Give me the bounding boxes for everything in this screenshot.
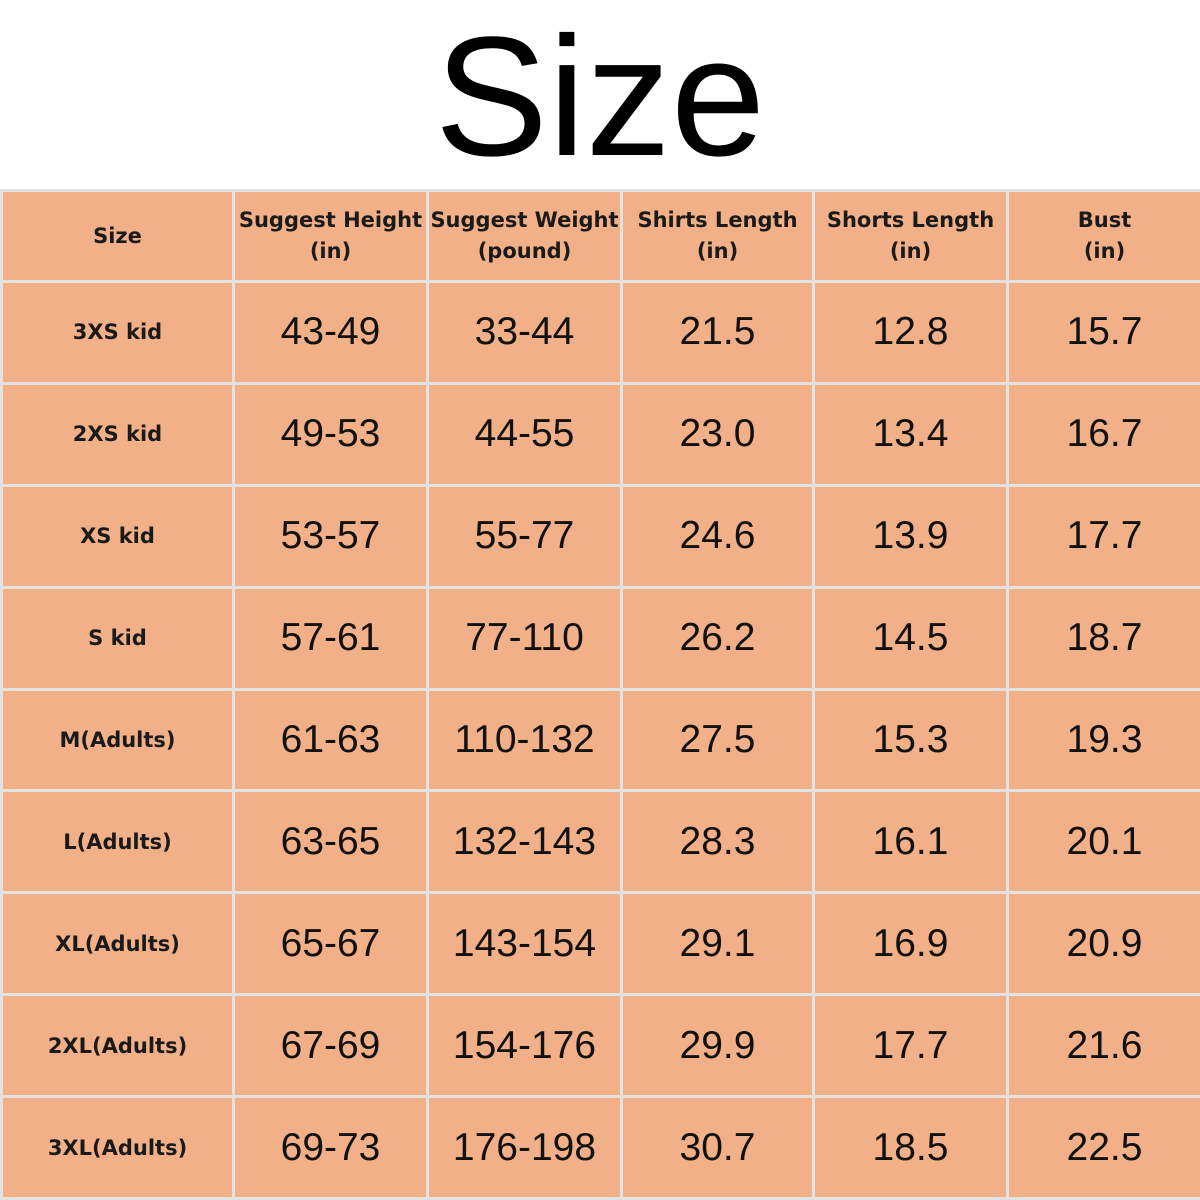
cell-suggest-weight: 55-77: [426, 483, 623, 589]
cell-shirts-length: 28.3: [620, 789, 815, 895]
table-row: S kid 57-61 77-110 26.2 14.5 18.7: [0, 585, 1200, 691]
cell-suggest-weight: 110-132: [426, 687, 623, 793]
cell-shorts-length: 18.5: [812, 1095, 1009, 1200]
cell-shirts-length: 23.0: [620, 381, 815, 487]
cell-shirts-length: 29.9: [620, 993, 815, 1098]
header-shirts-length: Shirts Length (in): [620, 189, 815, 283]
cell-shorts-length: 15.3: [812, 687, 1009, 793]
cell-shorts-length: 14.5: [812, 585, 1009, 691]
cell-shorts-length: 12.8: [812, 280, 1009, 385]
cell-shorts-length: 13.4: [812, 381, 1009, 487]
page-title: Size: [434, 2, 766, 192]
header-unit: (in): [889, 239, 932, 263]
cell-bust: 19.3: [1006, 687, 1200, 793]
cell-bust: 22.5: [1006, 1095, 1200, 1200]
header-bust: Bust (in): [1006, 189, 1200, 283]
cell-suggest-weight: 44-55: [426, 381, 623, 487]
header-label: Size: [93, 223, 142, 248]
table-row: 2XS kid 49-53 44-55 23.0 13.4 16.7: [0, 381, 1200, 487]
header-unit: (in): [696, 239, 739, 263]
cell-size: 3XS kid: [0, 280, 235, 385]
cell-shorts-length: 13.9: [812, 483, 1009, 589]
header-unit: (pound): [477, 239, 572, 263]
header-shorts-length: Shorts Length (in): [812, 189, 1009, 283]
cell-size: L(Adults): [0, 789, 235, 895]
cell-shorts-length: 16.1: [812, 789, 1009, 895]
header-unit: (in): [1083, 239, 1126, 263]
header-label: Shorts Length: [826, 208, 995, 232]
cell-bust: 17.7: [1006, 483, 1200, 589]
table-row: XS kid 53-57 55-77 24.6 13.9 17.7: [0, 483, 1200, 589]
header-label: Shirts Length: [637, 208, 798, 232]
cell-shirts-length: 24.6: [620, 483, 815, 589]
cell-suggest-weight: 132-143: [426, 789, 623, 895]
table-row: L(Adults) 63-65 132-143 28.3 16.1 20.1: [0, 789, 1200, 895]
cell-bust: 21.6: [1006, 993, 1200, 1098]
cell-suggest-weight: 176-198: [426, 1095, 623, 1200]
cell-shirts-length: 27.5: [620, 687, 815, 793]
cell-suggest-height: 63-65: [232, 789, 429, 895]
cell-bust: 16.7: [1006, 381, 1200, 487]
cell-suggest-height: 61-63: [232, 687, 429, 793]
cell-size: XS kid: [0, 483, 235, 589]
cell-shirts-length: 29.1: [620, 891, 815, 997]
cell-bust: 20.1: [1006, 789, 1200, 895]
cell-shirts-length: 21.5: [620, 280, 815, 385]
cell-suggest-weight: 143-154: [426, 891, 623, 997]
cell-shorts-length: 16.9: [812, 891, 1009, 997]
cell-size: 2XL(Adults): [0, 993, 235, 1098]
cell-bust: 20.9: [1006, 891, 1200, 997]
cell-suggest-weight: 33-44: [426, 280, 623, 385]
header-suggest-height: Suggest Height (in): [232, 189, 429, 283]
cell-size: XL(Adults): [0, 891, 235, 997]
cell-suggest-height: 57-61: [232, 585, 429, 691]
header-label: Suggest Weight: [430, 208, 619, 232]
cell-shirts-length: 26.2: [620, 585, 815, 691]
cell-size: 3XL(Adults): [0, 1095, 235, 1200]
cell-suggest-height: 49-53: [232, 381, 429, 487]
cell-size: S kid: [0, 585, 235, 691]
cell-suggest-height: 43-49: [232, 280, 429, 385]
header-unit: (in): [309, 239, 352, 263]
cell-suggest-height: 67-69: [232, 993, 429, 1098]
cell-suggest-height: 53-57: [232, 483, 429, 589]
cell-shorts-length: 17.7: [812, 993, 1009, 1098]
header-label: Suggest Height: [238, 208, 423, 232]
cell-suggest-weight: 154-176: [426, 993, 623, 1098]
header-row: Size Suggest Height (in) Suggest Weight …: [0, 189, 1200, 283]
header-size: Size: [0, 189, 235, 283]
table-row: 3XS kid 43-49 33-44 21.5 12.8 15.7: [0, 280, 1200, 385]
cell-shirts-length: 30.7: [620, 1095, 815, 1200]
header-suggest-weight: Suggest Weight (pound): [426, 189, 623, 283]
cell-size: M(Adults): [0, 687, 235, 793]
table-row: 3XL(Adults) 69-73 176-198 30.7 18.5 22.5: [0, 1095, 1200, 1200]
table-body: 3XS kid 43-49 33-44 21.5 12.8 15.7 2XS kid 49-5…: [0, 280, 1200, 1200]
cell-bust: 15.7: [1006, 280, 1200, 385]
cell-size: 2XS kid: [0, 381, 235, 487]
cell-suggest-height: 65-67: [232, 891, 429, 997]
cell-suggest-weight: 77-110: [426, 585, 623, 691]
table-row: M(Adults) 61-63 110-132 27.5 15.3 19.3: [0, 687, 1200, 793]
table-row: 2XL(Adults) 67-69 154-176 29.9 17.7 21.6: [0, 993, 1200, 1098]
size-table: Size Suggest Height (in) Suggest Weight …: [0, 189, 1200, 1200]
cell-suggest-height: 69-73: [232, 1095, 429, 1200]
table-header: Size Suggest Height (in) Suggest Weight …: [0, 189, 1200, 283]
cell-bust: 18.7: [1006, 585, 1200, 691]
header-label: Bust: [1077, 208, 1132, 232]
table-row: XL(Adults) 65-67 143-154 29.1 16.9 20.9: [0, 891, 1200, 997]
